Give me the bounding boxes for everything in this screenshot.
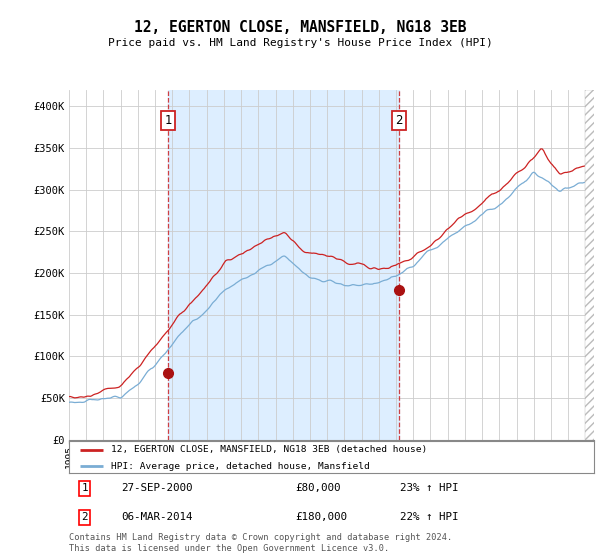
Text: 22% ↑ HPI: 22% ↑ HPI — [400, 512, 458, 522]
Text: 2: 2 — [82, 512, 88, 522]
Text: 1: 1 — [82, 483, 88, 493]
Text: 12, EGERTON CLOSE, MANSFIELD, NG18 3EB (detached house): 12, EGERTON CLOSE, MANSFIELD, NG18 3EB (… — [111, 445, 427, 454]
Text: 1: 1 — [164, 114, 172, 127]
Text: 12, EGERTON CLOSE, MANSFIELD, NG18 3EB: 12, EGERTON CLOSE, MANSFIELD, NG18 3EB — [134, 20, 466, 35]
Text: 27-SEP-2000: 27-SEP-2000 — [121, 483, 193, 493]
Bar — [168, 90, 399, 440]
Text: 06-MAR-2014: 06-MAR-2014 — [121, 512, 193, 522]
Text: Price paid vs. HM Land Registry's House Price Index (HPI): Price paid vs. HM Land Registry's House … — [107, 38, 493, 48]
Text: £80,000: £80,000 — [295, 483, 340, 493]
Text: 2: 2 — [395, 114, 403, 127]
Text: 23% ↑ HPI: 23% ↑ HPI — [400, 483, 458, 493]
Text: £180,000: £180,000 — [295, 512, 347, 522]
Text: HPI: Average price, detached house, Mansfield: HPI: Average price, detached house, Mans… — [111, 461, 370, 470]
Text: Contains HM Land Registry data © Crown copyright and database right 2024.
This d: Contains HM Land Registry data © Crown c… — [69, 533, 452, 553]
